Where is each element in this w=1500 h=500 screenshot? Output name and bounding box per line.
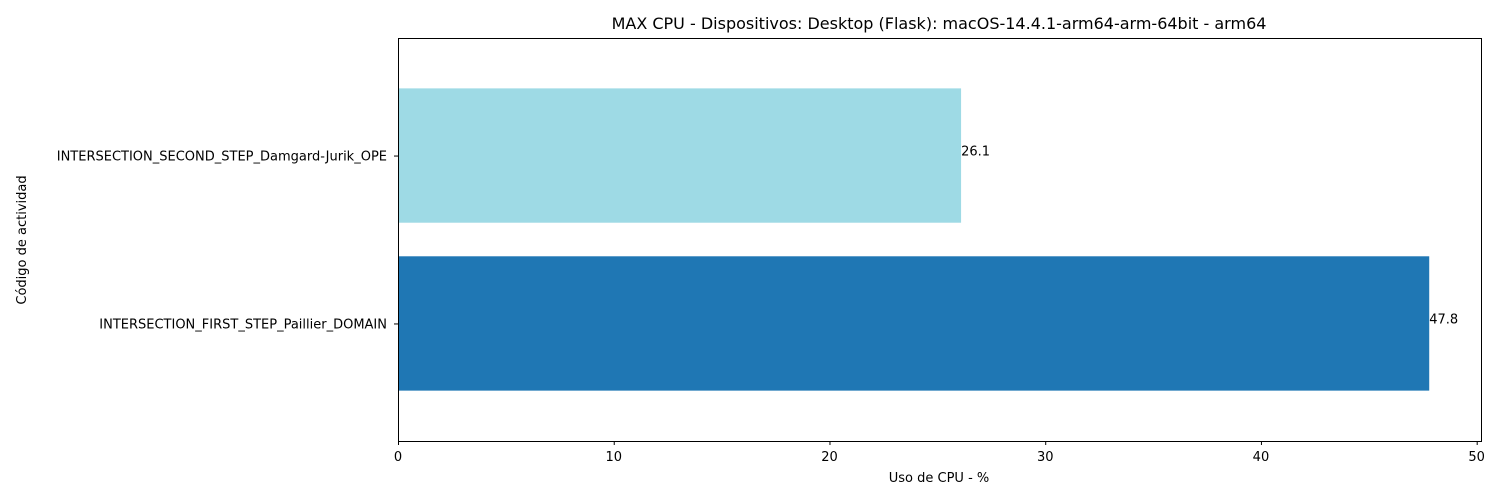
x-tick-label-2: 10 [605, 450, 622, 465]
bar-1 [398, 256, 1430, 391]
x-tick-label-1: 0 [394, 450, 402, 465]
value-labels-layer: 47.8 26.1 [961, 145, 1458, 328]
x-axis-ticks: 0 10 20 30 40 50 [394, 441, 1485, 465]
y-axis-ticks: INTERSECTION_FIRST_STEP_Paillier_DOMAIN I… [57, 150, 398, 332]
x-axis-label: Uso de CPU - % [889, 471, 990, 486]
plot-frame [398, 38, 1482, 442]
value-label-2: 26.1 [961, 145, 990, 160]
chart-title: MAX CPU - Dispositivos: Desktop (Flask):… [612, 14, 1267, 33]
x-tick-label-6: 50 [1468, 450, 1485, 465]
y-tick-label-1: INTERSECTION_FIRST_STEP_Paillier_DOMAIN [99, 317, 387, 332]
x-tick-label-4: 30 [1037, 450, 1054, 465]
bar-2 [398, 88, 962, 223]
bars-layer [398, 88, 1430, 391]
y-axis-label: Código de actividad [15, 175, 30, 304]
y-tick-label-2: INTERSECTION_SECOND_STEP_Damgard-Jurik_O… [57, 150, 387, 165]
x-tick-label-3: 20 [821, 450, 838, 465]
value-label-1: 47.8 [1429, 312, 1458, 327]
x-tick-label-5: 40 [1253, 450, 1270, 465]
